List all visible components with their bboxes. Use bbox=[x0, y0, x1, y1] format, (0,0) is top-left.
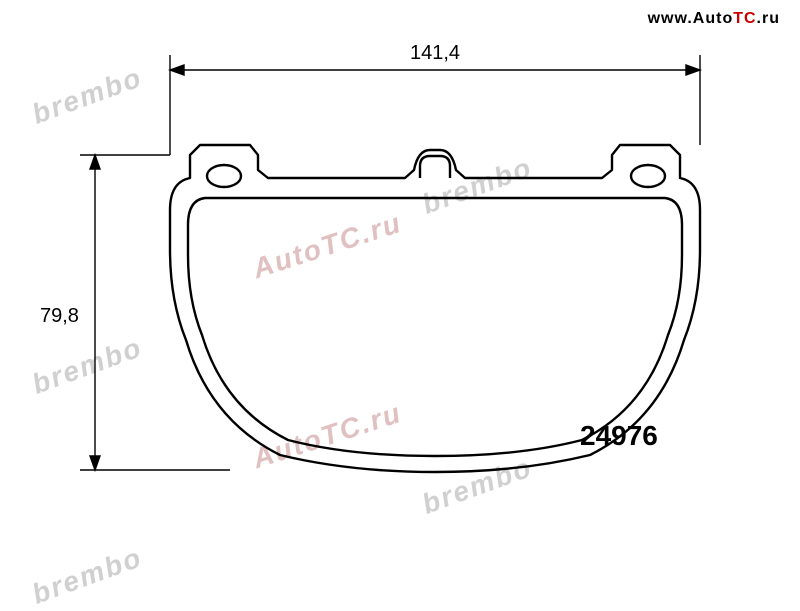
url-prefix: www. bbox=[648, 10, 693, 27]
url-accent: TC bbox=[733, 10, 756, 27]
brake-pad-diagram bbox=[0, 0, 800, 600]
url-mid: Auto bbox=[693, 10, 733, 27]
height-dimension: 79,8 bbox=[40, 305, 79, 328]
url-suffix: .ru bbox=[757, 10, 780, 27]
part-number: 24976 bbox=[580, 420, 658, 452]
source-url: www.AutoTC.ru bbox=[648, 10, 780, 28]
width-dimension: 141,4 bbox=[410, 42, 460, 65]
